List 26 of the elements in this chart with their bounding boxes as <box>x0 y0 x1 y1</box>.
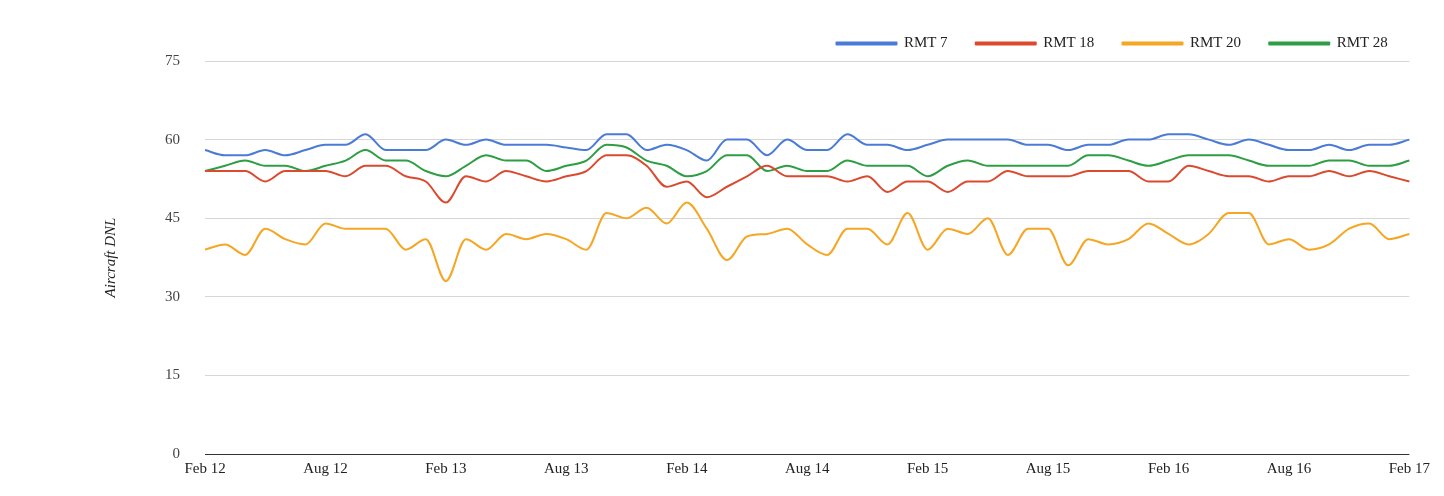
line-series <box>204 154 1411 204</box>
legend-label: RMT 28 <box>1336 34 1388 51</box>
y-tick-label: 75 <box>165 51 180 68</box>
x-tick-label: Aug 16 <box>1266 459 1312 476</box>
line-series <box>204 143 1411 178</box>
x-tick-label: Feb 12 <box>184 459 226 476</box>
y-tick-label: 30 <box>165 287 180 304</box>
legend-label: RMT 20 <box>1189 34 1241 51</box>
x-tick-label: Feb 15 <box>907 459 949 476</box>
legend-label: RMT 18 <box>1043 34 1095 51</box>
y-tick-label: 15 <box>165 366 180 383</box>
x-tick-label: Feb 14 <box>666 459 708 476</box>
x-tick-label: Aug 15 <box>1025 459 1071 476</box>
x-tick-label: Feb 13 <box>425 459 467 476</box>
line-series <box>204 133 1411 162</box>
y-axis-title: Aircraft DNL <box>101 217 118 299</box>
x-tick-label: Feb 17 <box>1388 459 1431 476</box>
y-tick-label: 0 <box>172 444 180 461</box>
legend-label: RMT 7 <box>903 34 948 51</box>
line-series <box>204 201 1411 283</box>
x-tick-label: Feb 16 <box>1147 459 1190 476</box>
x-tick-label: Aug 14 <box>784 459 830 476</box>
x-tick-label: Aug 13 <box>544 459 589 476</box>
x-tick-label: Aug 12 <box>303 459 348 476</box>
y-tick-label: 60 <box>165 130 180 147</box>
y-tick-label: 45 <box>165 209 180 226</box>
